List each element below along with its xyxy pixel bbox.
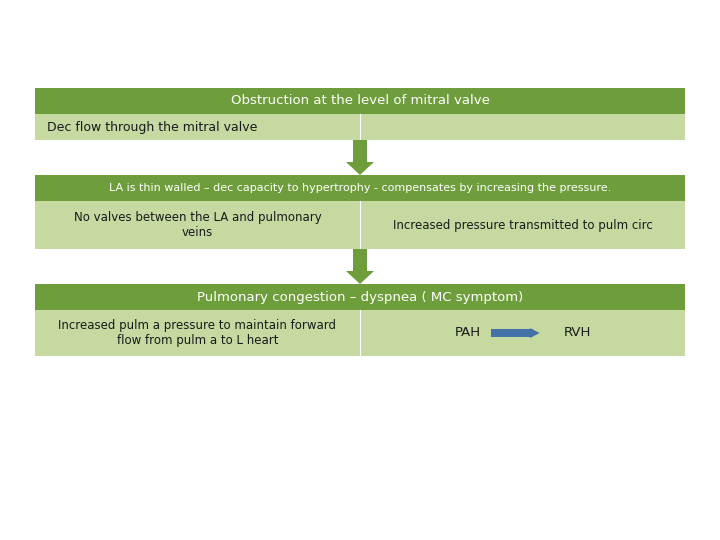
Text: Increased pulm a pressure to maintain forward
flow from pulm a to L heart: Increased pulm a pressure to maintain fo… (58, 319, 336, 347)
Text: Dec flow through the mitral valve: Dec flow through the mitral valve (47, 120, 257, 133)
Text: PAH: PAH (454, 327, 480, 340)
Text: LA is thin walled – dec capacity to hypertrophy - compensates by increasing the : LA is thin walled – dec capacity to hype… (109, 183, 611, 193)
Polygon shape (346, 140, 374, 175)
Bar (490, 329, 533, 337)
Bar (35, 175, 685, 201)
Text: Obstruction at the level of mitral valve: Obstruction at the level of mitral valve (230, 94, 490, 107)
Bar (35, 114, 685, 140)
Polygon shape (346, 249, 374, 284)
Bar (35, 201, 685, 249)
Text: RVH: RVH (564, 327, 591, 340)
Text: Pulmonary congestion – dyspnea ( MC symptom): Pulmonary congestion – dyspnea ( MC symp… (197, 291, 523, 303)
Text: Increased pressure transmitted to pulm circ: Increased pressure transmitted to pulm c… (392, 219, 652, 232)
Bar (35, 88, 685, 114)
Bar (35, 310, 685, 356)
Bar (35, 284, 685, 310)
Text: No valves between the LA and pulmonary
veins: No valves between the LA and pulmonary v… (73, 211, 321, 239)
